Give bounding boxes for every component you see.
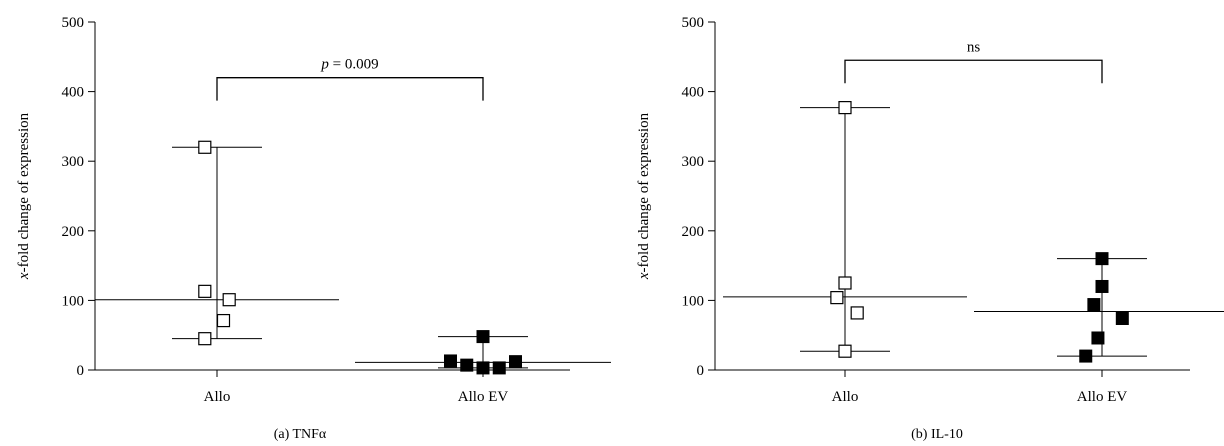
data-point <box>838 344 852 358</box>
data-point <box>492 361 506 375</box>
significance-value: ns <box>967 39 981 55</box>
significance-bracket <box>216 77 484 101</box>
data-point <box>444 354 457 368</box>
x-tick-label: Allo EV <box>458 389 509 405</box>
data-point <box>1095 252 1109 266</box>
data-point <box>1087 298 1101 312</box>
panel-caption: (a) TNFα <box>274 427 327 442</box>
x-tick-label: Allo <box>204 389 231 405</box>
y-tick-label: 500 <box>62 15 85 31</box>
significance-label: ns <box>967 39 981 55</box>
y-axis-label-prefix: x <box>636 272 652 280</box>
data-point <box>850 306 864 320</box>
data-point <box>460 358 474 372</box>
group-allo <box>95 140 339 346</box>
data-point <box>198 284 212 298</box>
data-point <box>476 361 490 375</box>
y-axis-label-rest: -fold change of expression <box>636 112 652 272</box>
data-point <box>198 332 212 346</box>
significance-label: p = 0.009 <box>320 57 378 73</box>
data-point <box>216 313 231 328</box>
significance-p-symbol: p <box>320 57 329 73</box>
data-point <box>1115 311 1129 325</box>
group-allo <box>723 101 967 358</box>
group-allo-ev <box>355 330 611 375</box>
significance-bracket <box>844 59 1103 84</box>
data-point <box>222 293 236 307</box>
y-tick-label: 0 <box>77 363 85 379</box>
y-axis-label-rest: -fold change of expression <box>16 112 32 272</box>
panel-tnf-alpha: 0 100 200 300 400 500 Allo Allo EV x-fold change… <box>16 15 611 442</box>
y-tick-label: 300 <box>62 154 85 170</box>
data-point <box>830 291 844 305</box>
data-point <box>1079 349 1093 363</box>
y-axis-label: x-fold change of expression <box>16 112 32 280</box>
panel-il-10: 0 100 200 300 400 500 Allo Allo EV x-fold change… <box>636 15 1224 442</box>
significance-value: = 0.009 <box>329 57 379 73</box>
group-allo-ev <box>974 252 1224 363</box>
data-point <box>476 330 490 344</box>
y-axis-label-prefix: x <box>16 272 32 280</box>
y-tick-label: 500 <box>682 15 705 31</box>
x-tick-label: Allo EV <box>1077 389 1128 405</box>
data-point <box>838 276 852 290</box>
y-tick-label: 100 <box>682 293 705 309</box>
data-point <box>198 140 212 154</box>
data-point <box>1095 279 1109 293</box>
y-tick-label: 200 <box>62 224 85 240</box>
data-point <box>838 101 852 115</box>
y-tick-label: 400 <box>682 85 705 101</box>
y-tick-label: 200 <box>682 224 705 240</box>
y-tick-label: 0 <box>697 363 705 379</box>
data-point <box>1091 331 1105 345</box>
x-tick-label: Allo <box>832 389 859 405</box>
y-axis-label: x-fold change of expression <box>636 112 652 280</box>
y-tick-label: 400 <box>62 85 85 101</box>
panel-caption: (b) IL-10 <box>911 427 963 442</box>
data-point <box>509 355 522 369</box>
y-tick-label: 100 <box>62 293 85 309</box>
y-tick-label: 300 <box>682 154 705 170</box>
